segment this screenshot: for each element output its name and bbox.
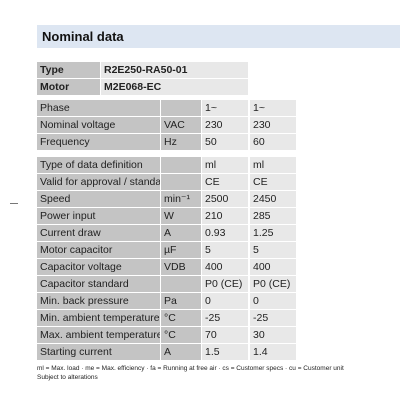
row-label: Starting current xyxy=(37,344,160,360)
row-label: Frequency xyxy=(37,134,160,150)
unit: A xyxy=(161,344,201,360)
value-1: 70 xyxy=(202,327,248,343)
section-title: Nominal data xyxy=(37,25,400,48)
value-1: 2500 xyxy=(202,191,248,207)
row-label: Phase xyxy=(37,100,160,116)
value-2: 60 xyxy=(250,134,296,150)
disclaimer: Subject to alterations xyxy=(37,374,98,381)
row-label: Max. ambient temperature xyxy=(37,327,160,343)
row-label: Min. ambient temperature xyxy=(37,310,160,326)
unit xyxy=(161,174,201,190)
value-1: 5 xyxy=(202,242,248,258)
row-label: Valid for approval / standard xyxy=(37,174,160,190)
value-2: 400 xyxy=(250,259,296,275)
value-1: -25 xyxy=(202,310,248,326)
type-label: Type xyxy=(37,62,100,78)
type-value: M2E068-EC xyxy=(101,79,248,95)
unit: VDB xyxy=(161,259,201,275)
value-2: 5 xyxy=(250,242,296,258)
value-2: 30 xyxy=(250,327,296,343)
value-2: ml xyxy=(250,157,296,173)
value-2: 1~ xyxy=(250,100,296,116)
unit: min⁻¹ xyxy=(161,191,201,207)
value-2: P0 (CE) xyxy=(250,276,296,292)
value-2: 230 xyxy=(250,117,296,133)
footnote: ml = Max. load · me = Max. efficiency · … xyxy=(37,365,344,372)
value-1: 0.93 xyxy=(202,225,248,241)
value-1: 230 xyxy=(202,117,248,133)
row-label: Nominal voltage xyxy=(37,117,160,133)
row-label: Speed xyxy=(37,191,160,207)
row-label: Motor capacitor xyxy=(37,242,160,258)
row-label: Current draw xyxy=(37,225,160,241)
unit xyxy=(161,276,201,292)
unit xyxy=(161,100,201,116)
value-2: 2450 xyxy=(250,191,296,207)
value-1: 210 xyxy=(202,208,248,224)
row-label: Min. back pressure xyxy=(37,293,160,309)
type-label: Motor xyxy=(37,79,100,95)
unit: °C xyxy=(161,310,201,326)
value-1: P0 (CE) xyxy=(202,276,248,292)
value-1: ml xyxy=(202,157,248,173)
unit: W xyxy=(161,208,201,224)
value-2: 285 xyxy=(250,208,296,224)
value-2: CE xyxy=(250,174,296,190)
value-1: CE xyxy=(202,174,248,190)
type-value: R2E250-RA50-01 xyxy=(101,62,248,78)
value-1: 1.5 xyxy=(202,344,248,360)
unit xyxy=(161,157,201,173)
unit: µF xyxy=(161,242,201,258)
unit: A xyxy=(161,225,201,241)
value-1: 50 xyxy=(202,134,248,150)
row-label: Power input xyxy=(37,208,160,224)
unit: VAC xyxy=(161,117,201,133)
value-1: 400 xyxy=(202,259,248,275)
row-label: Capacitor standard xyxy=(37,276,160,292)
value-2: -25 xyxy=(250,310,296,326)
unit: °C xyxy=(161,327,201,343)
value-2: 1.25 xyxy=(250,225,296,241)
value-2: 0 xyxy=(250,293,296,309)
unit: Pa xyxy=(161,293,201,309)
value-1: 1~ xyxy=(202,100,248,116)
value-2: 1.4 xyxy=(250,344,296,360)
value-1: 0 xyxy=(202,293,248,309)
row-label: Type of data definition xyxy=(37,157,160,173)
unit: Hz xyxy=(161,134,201,150)
row-label: Capacitor voltage xyxy=(37,259,160,275)
margin-mark xyxy=(10,203,18,204)
